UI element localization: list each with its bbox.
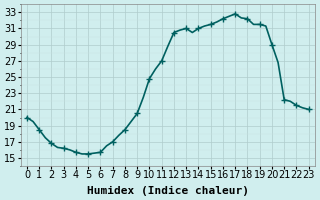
X-axis label: Humidex (Indice chaleur): Humidex (Indice chaleur) xyxy=(87,186,249,196)
